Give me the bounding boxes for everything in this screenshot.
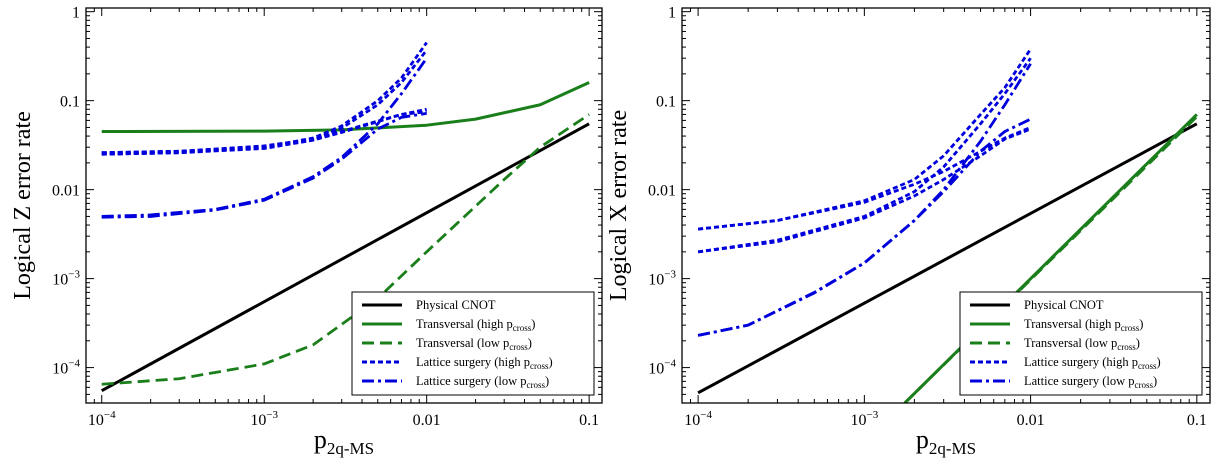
x-tick-label: 0.1 (1187, 412, 1207, 429)
y-tick-label: 10−4 (52, 358, 80, 378)
legend-label: Lattice surgery (high pcross) (416, 355, 553, 371)
y-tick-label: 1 (72, 5, 80, 22)
series-line-5 (697, 57, 1032, 254)
legend-frame (351, 291, 595, 396)
x-tick-label: 10−3 (250, 409, 278, 429)
chart-panel-2: 10−4 10−3 0.01 0.1 10−4 10−3 0.01 0.1 1 Logical X… (606, 5, 1211, 458)
x-tick-label: 10−4 (88, 409, 116, 429)
legend: Physical CNOT Transversal (high pcross) Tr… (351, 291, 595, 396)
minor-ticks (682, 8, 1210, 403)
legend-label: Transversal (high pcross) (1024, 317, 1143, 333)
series-line-9 (101, 111, 427, 219)
y-tick-label: 10−4 (648, 358, 676, 378)
legend-label: Transversal (low pcross) (1024, 336, 1140, 352)
x-tick-label: 0.1 (579, 412, 599, 429)
y-axis-label: Logical X error rate (606, 110, 632, 301)
y-tick-label: 0.01 (52, 183, 80, 200)
y-tick-label: 0.01 (648, 183, 676, 200)
series-line-7 (101, 110, 427, 155)
x-axis-label: p2q-MS (916, 425, 976, 458)
legend: Physical CNOT Transversal (high pcross) Tr… (959, 291, 1203, 396)
y-tick-label: 10−3 (52, 269, 80, 289)
series-group (101, 41, 590, 393)
legend-label: Lattice surgery (high pcross) (1024, 355, 1161, 371)
series-line-3 (903, 115, 1198, 403)
plot-frame (681, 7, 1211, 404)
legend-label: Physical CNOT (1024, 298, 1104, 312)
x-tick-label: 0.01 (1017, 412, 1045, 429)
x-axis-label: p2q-MS (314, 425, 374, 458)
x-tick-label: 10−4 (684, 409, 712, 429)
series-line-9 (697, 117, 1032, 337)
legend-label: Transversal (low pcross) (416, 336, 532, 352)
chart-panel-1: 10−4 10−3 0.01 0.1 10−4 10−3 0.01 0.1 1 Logical Z… (10, 5, 603, 458)
series-line-7 (697, 127, 1032, 254)
y-tick-label: 1 (668, 5, 676, 22)
series-line-4 (101, 41, 428, 155)
series-line-1 (101, 122, 590, 393)
legend-label: Lattice surgery (low pcross) (416, 374, 549, 390)
series-group (697, 48, 1198, 403)
legend-label: Physical CNOT (416, 298, 496, 312)
x-tick-label: 10−3 (850, 409, 878, 429)
legend-frame (959, 291, 1203, 396)
series-line-8 (101, 57, 428, 218)
y-tick-label: 0.1 (656, 94, 676, 111)
series-line-4 (697, 48, 1032, 231)
minor-ticks (86, 8, 602, 403)
legend-label: Transversal (high pcross) (416, 317, 535, 333)
series-line-2 (101, 81, 590, 134)
y-axis-label: Logical Z error rate (10, 111, 36, 300)
y-tick-label: 0.1 (60, 94, 80, 111)
x-tick-label: 0.01 (413, 412, 441, 429)
y-tick-label: 10−3 (648, 269, 676, 289)
legend-label: Lattice surgery (low pcross) (1024, 374, 1157, 390)
series-line-5 (101, 49, 428, 156)
series-line-1 (697, 122, 1198, 395)
plot-frame (85, 7, 603, 404)
